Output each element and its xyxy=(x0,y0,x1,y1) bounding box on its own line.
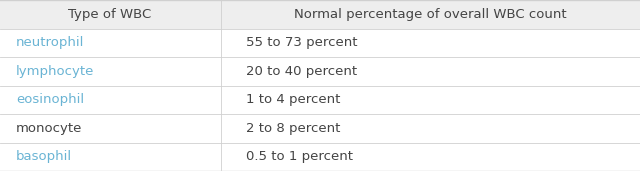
FancyBboxPatch shape xyxy=(0,114,640,142)
FancyBboxPatch shape xyxy=(0,142,640,171)
Text: neutrophil: neutrophil xyxy=(16,36,84,49)
Text: Normal percentage of overall WBC count: Normal percentage of overall WBC count xyxy=(294,8,566,21)
FancyBboxPatch shape xyxy=(0,86,640,114)
Text: 0.5 to 1 percent: 0.5 to 1 percent xyxy=(246,150,353,163)
Text: basophil: basophil xyxy=(16,150,72,163)
Text: 1 to 4 percent: 1 to 4 percent xyxy=(246,93,340,106)
Text: 20 to 40 percent: 20 to 40 percent xyxy=(246,65,358,78)
Text: Type of WBC: Type of WBC xyxy=(68,8,152,21)
Text: 55 to 73 percent: 55 to 73 percent xyxy=(246,36,358,49)
Text: monocyte: monocyte xyxy=(16,122,83,135)
Text: 2 to 8 percent: 2 to 8 percent xyxy=(246,122,340,135)
Text: eosinophil: eosinophil xyxy=(16,93,84,106)
FancyBboxPatch shape xyxy=(0,29,640,57)
Text: lymphocyte: lymphocyte xyxy=(16,65,94,78)
FancyBboxPatch shape xyxy=(0,57,640,86)
FancyBboxPatch shape xyxy=(0,0,640,29)
